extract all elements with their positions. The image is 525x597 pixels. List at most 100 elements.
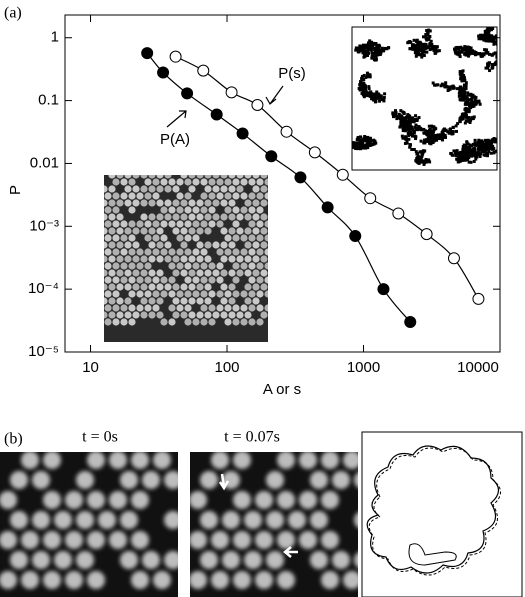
cluster-dot [490,147,494,151]
cluster-dot [354,48,358,52]
cluster-dot [479,52,483,56]
cluster-dot [338,139,341,142]
cluster-dot [427,158,431,162]
bead [112,234,120,242]
bead [132,175,140,179]
cluster-dot [433,45,437,49]
cluster-dot [400,123,404,127]
cluster-dot [363,134,367,138]
cluster-dot [482,153,486,157]
cluster-dot [358,138,362,142]
cluster-dot [458,87,462,91]
bead [116,283,124,291]
bead [140,283,148,291]
bead [144,276,152,284]
cluster-dot [334,143,337,146]
bead [168,262,176,270]
cluster-dot [464,86,468,90]
cluster-dot [418,53,422,57]
bead [152,304,160,312]
bead [240,290,248,298]
bead [212,199,220,207]
bead [252,255,260,263]
cluster-dot [398,125,402,129]
bead [180,175,188,179]
bead [120,178,128,186]
cluster-dot [502,43,505,46]
cluster-dot [364,137,368,141]
inset-beads [104,175,268,326]
cluster-dot [412,147,416,151]
cluster-dot [472,95,476,99]
cluster-dot [349,146,352,149]
bead [220,255,228,263]
bead [232,262,240,270]
cluster-dot [494,34,497,38]
cluster-dot [420,154,424,158]
cluster-dot [419,53,423,57]
cluster-dot [484,66,488,70]
bead [200,192,208,200]
cluster-dot [469,160,473,164]
cluster-dot [499,149,502,152]
cluster-dot [466,108,470,112]
cluster-dot [410,116,414,120]
cluster-dot [457,94,461,98]
bead [222,511,240,529]
bead [266,511,284,529]
cluster-dot [444,128,448,132]
cluster-dot [402,116,406,120]
cluster-dot [444,81,448,85]
bead [136,304,144,312]
cluster-dot [398,116,402,120]
bead [176,178,184,186]
bead [104,304,112,312]
y-tick-label: 1 [51,29,59,46]
bead [65,531,83,549]
cluster-dot [430,133,434,137]
bead [180,311,188,319]
cluster-dot [327,144,330,147]
bead [204,199,212,207]
cluster-dot [366,44,370,48]
cluster-dot [377,45,381,49]
cluster-dot [486,27,490,30]
cluster-dot [501,35,504,38]
bead [232,276,240,284]
cluster-dot [466,46,470,50]
cluster-dot [340,144,343,147]
cluster-dot [360,49,364,53]
cluster-dot [359,82,363,86]
bead [152,248,160,256]
cluster-dot [457,156,461,160]
cluster-dot [380,48,384,52]
cluster-dot [436,49,440,53]
y-tick-label: 10⁻⁴ [28,280,59,297]
cluster-dot [463,102,467,106]
bead [224,248,232,256]
cluster-dot [359,135,363,139]
bead [148,255,156,263]
bead [176,192,184,200]
bead [87,531,105,549]
bead [222,551,240,569]
cluster-dot [502,36,505,39]
cluster-dot [429,141,433,145]
cluster-dot [452,86,456,90]
cluster-dot [394,111,398,115]
bead [232,234,240,242]
bead [108,297,116,305]
cluster-dot [368,94,372,98]
cluster-dot [505,66,508,69]
cluster-dot [492,42,496,46]
bead [216,262,224,270]
cluster-dot [491,63,495,67]
bead [200,471,218,489]
cluster-dot [368,136,372,140]
bead [244,551,262,569]
bead [260,213,268,221]
cluster-dot [394,113,398,117]
cluster-dot [459,150,463,154]
bead [132,199,140,207]
cluster-dot [435,138,439,142]
